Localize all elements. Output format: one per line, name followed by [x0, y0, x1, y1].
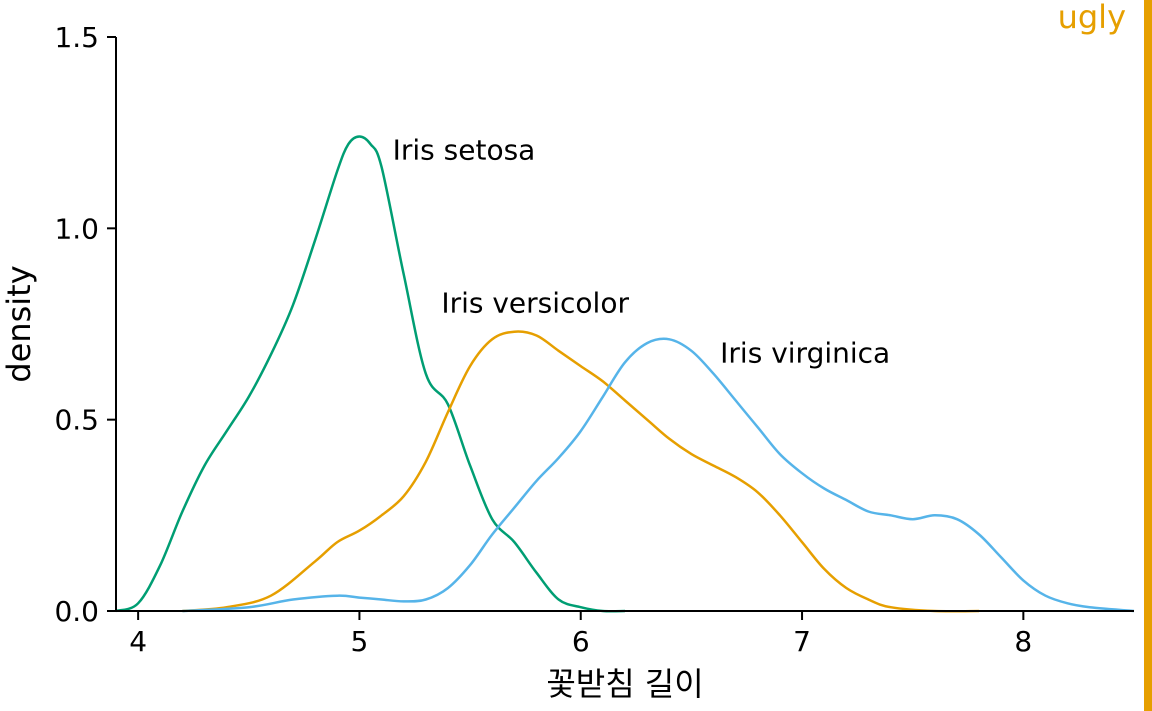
y-tick-label-1: 0.0 [54, 595, 99, 628]
y-tick-label-4: 1.5 [54, 21, 99, 54]
quality-tag: ugly [1057, 0, 1126, 36]
series-line-1 [115, 135, 626, 613]
series-label-1: Iris setosa [393, 133, 536, 166]
series-label-2: Iris versicolor [441, 287, 629, 320]
x-axis-label: 꽃받침 길이 [546, 665, 703, 703]
y-ticks: 0.0 0.5 1.0 1.5 [54, 21, 116, 628]
series-line-3 [182, 337, 1135, 613]
series-label-3: Iris virginica [720, 336, 890, 369]
tag-accent-bar [1144, 0, 1152, 711]
x-tick-label-4: 7 [793, 625, 811, 658]
x-tick-label-1: 4 [129, 625, 147, 658]
x-ticks: 4 5 6 7 8 [129, 611, 1032, 658]
x-tick-label-5: 8 [1014, 625, 1032, 658]
y-tick-label-3: 1.0 [54, 212, 99, 245]
axes [115, 37, 1134, 612]
series-lines [115, 135, 1135, 613]
series-line-2 [182, 330, 980, 613]
series-labels: Iris setosa Iris versicolor Iris virginica [393, 133, 891, 369]
x-tick-label-3: 6 [572, 625, 590, 658]
y-tick-label-2: 0.5 [54, 404, 99, 437]
x-tick-label-2: 5 [351, 625, 369, 658]
y-axis-label: density [0, 265, 38, 382]
